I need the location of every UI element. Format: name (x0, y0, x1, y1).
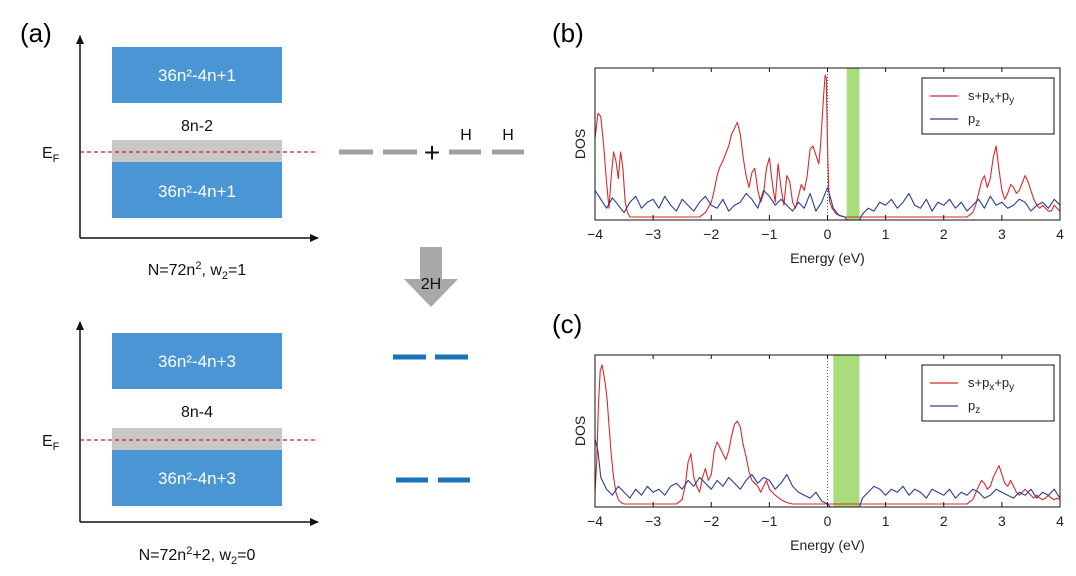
bottom-lower-band (112, 450, 282, 506)
x-tick-label: −4 (587, 226, 603, 242)
hydrogen-label-1: H (460, 127, 472, 144)
x-axis-title: Energy (eV) (790, 250, 865, 266)
legend-box (921, 364, 1055, 422)
x-tick-label: 1 (882, 226, 890, 242)
band-gap-region (846, 68, 860, 220)
panel-b-label: (b) (552, 18, 584, 48)
2h-arrow-label: 2H (421, 276, 441, 293)
x-tick-label: 0 (824, 226, 832, 242)
bottom-caption: N=72n2+2, w2=0 (139, 545, 256, 567)
x-tick-label: 3 (998, 513, 1006, 529)
x-tick-label: 1 (882, 513, 890, 529)
legend-box (921, 77, 1055, 135)
y-axis-title: DOS (572, 416, 588, 446)
bottom-gap-region (112, 428, 282, 450)
dos-chart-c: (c) −4 −3 −2 −1 0 1 2 3 4 Energy (eV) DOS s+px+py pz (552, 309, 1064, 553)
series-line-s-px-py (595, 364, 1060, 505)
series-line-pz (595, 186, 1060, 220)
dos-chart-b: (b) −4 −3 −2 −1 0 1 2 3 4 Energy (eV) DOS s+px+py pz (552, 18, 1064, 266)
x-tick-label: −1 (761, 226, 777, 242)
x-tick-label: −2 (703, 226, 719, 242)
legend: s+px+py pz (921, 364, 1055, 422)
legend-label-s-px-py: s+px+py (968, 375, 1014, 393)
plus-sign: + (424, 137, 440, 168)
series-line-pz (595, 438, 1060, 507)
x-tick-label: −3 (645, 513, 661, 529)
x-tick-label: 4 (1056, 226, 1064, 242)
legend-label-pz: pz (968, 111, 980, 129)
bottom-lower-band-label: 36n²-4n+3 (158, 469, 236, 488)
x-tick-label: 2 (940, 513, 948, 529)
bottom-gap-label: 8n-4 (181, 404, 213, 421)
top-gap-label: 8n-2 (181, 118, 213, 135)
legend-label-s-px-py: s+px+py (968, 88, 1014, 106)
top-fermi-label: EF (42, 145, 60, 165)
legend: s+px+py pz (921, 77, 1055, 135)
x-tick-label: −3 (645, 226, 661, 242)
y-axis-title: DOS (572, 129, 588, 159)
hydrogen-label-2: H (502, 127, 514, 144)
x-tick-label: 4 (1056, 513, 1064, 529)
bottom-fermi-label: EF (42, 433, 60, 453)
top-lower-band (112, 162, 282, 218)
legend-label-pz: pz (968, 398, 980, 416)
top-upper-band-label: 36n²-4n+1 (158, 66, 236, 85)
x-axis-title: Energy (eV) (790, 537, 865, 553)
x-tick-label: 0 (824, 513, 832, 529)
band-gap-region (833, 355, 860, 507)
panel-a-label: (a) (20, 18, 52, 48)
x-tick-label: 3 (998, 226, 1006, 242)
2h-arrow (404, 247, 458, 307)
top-upper-band (112, 47, 282, 103)
x-tick-label: −2 (703, 513, 719, 529)
top-caption: N=72n2, w2=1 (148, 260, 247, 282)
x-tick-label: 2 (940, 226, 948, 242)
x-tick-label: −4 (587, 513, 603, 529)
top-gap-region (112, 140, 282, 162)
x-tick-label: −1 (761, 513, 777, 529)
bottom-upper-band (112, 333, 282, 389)
top-lower-band-label: 36n²-4n+1 (158, 182, 236, 201)
panel-c-label: (c) (552, 309, 582, 339)
bottom-upper-band-label: 36n²-4n+3 (158, 352, 236, 371)
